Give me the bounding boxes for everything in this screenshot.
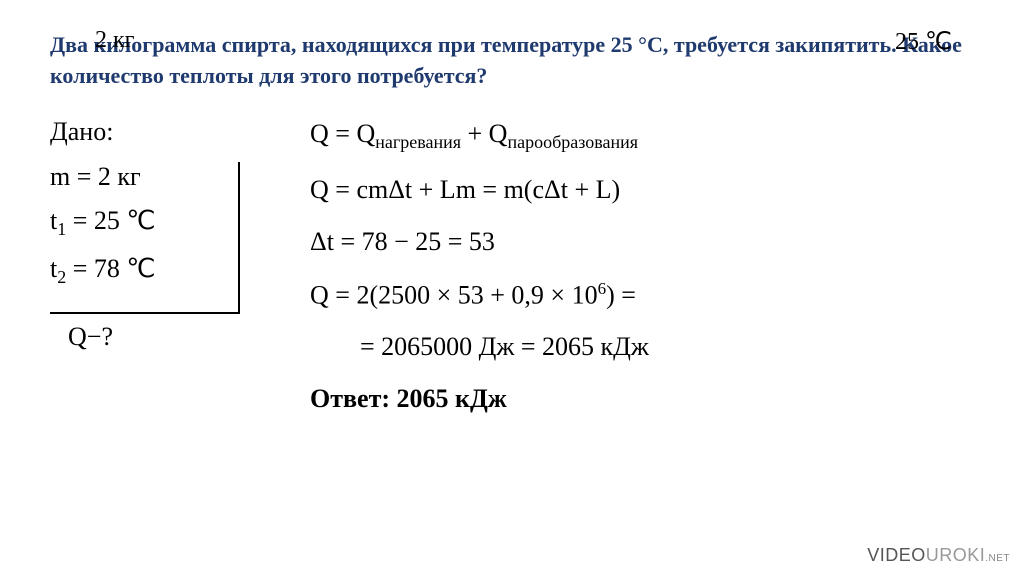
watermark-p2: UROKI — [926, 545, 986, 565]
given-label: Дано: — [50, 117, 270, 147]
eq1-a: Q = Q — [310, 119, 375, 148]
equation-5: = 2065000 Дж = 2065 кДж — [310, 332, 974, 362]
equation-1: Q = Qнагревания + Qпарообразования — [310, 119, 974, 153]
answer-line: Ответ: 2065 кДж — [310, 384, 974, 414]
given-t1: t1 = 25 ℃ — [50, 206, 218, 240]
eq4-a: Q = 2(2500 × 53 + 0,9 × 10 — [310, 280, 598, 309]
eq1-b: + Q — [461, 119, 507, 148]
t1-val: = 25 ℃ — [66, 206, 155, 235]
solution-block: Q = Qнагревания + Qпарообразования Q = c… — [310, 117, 974, 415]
given-t2: t2 = 78 ℃ — [50, 254, 218, 288]
eq1-sub1: нагревания — [375, 132, 461, 152]
watermark: VIDEOUROKI.NET — [867, 545, 1010, 566]
given-mass: m = 2 кг — [50, 162, 218, 192]
eq1-sub2: парообразования — [507, 132, 638, 152]
content-area: Дано: m = 2 кг t1 = 25 ℃ t2 = 78 ℃ Q−? Q… — [50, 117, 974, 415]
equation-4: Q = 2(2500 × 53 + 0,9 × 106) = — [310, 279, 974, 311]
t1-sub: 1 — [57, 219, 66, 239]
watermark-p3: .NET — [985, 553, 1010, 564]
t2-sub: 2 — [57, 267, 66, 287]
equation-3: Δt = 78 − 25 = 53 — [310, 227, 974, 257]
equation-2: Q = cmΔt + Lm = m(cΔt + L) — [310, 175, 974, 205]
overlay-mass: 2 кг — [95, 27, 135, 54]
problem-statement: Два килограмма спирта, находящихся при т… — [50, 30, 974, 92]
find-row: Q−? — [50, 312, 240, 352]
t2-val: = 78 ℃ — [66, 254, 155, 283]
given-block: Дано: m = 2 кг t1 = 25 ℃ t2 = 78 ℃ Q−? — [50, 117, 270, 415]
watermark-p1: VIDEO — [867, 545, 926, 565]
find-text: Q−? — [68, 322, 113, 351]
overlay-temp: 25 ℃ — [895, 27, 952, 56]
eq4-b: ) = — [606, 280, 636, 309]
eq4-sup: 6 — [598, 279, 607, 298]
given-values: m = 2 кг t1 = 25 ℃ t2 = 78 ℃ — [50, 162, 240, 312]
